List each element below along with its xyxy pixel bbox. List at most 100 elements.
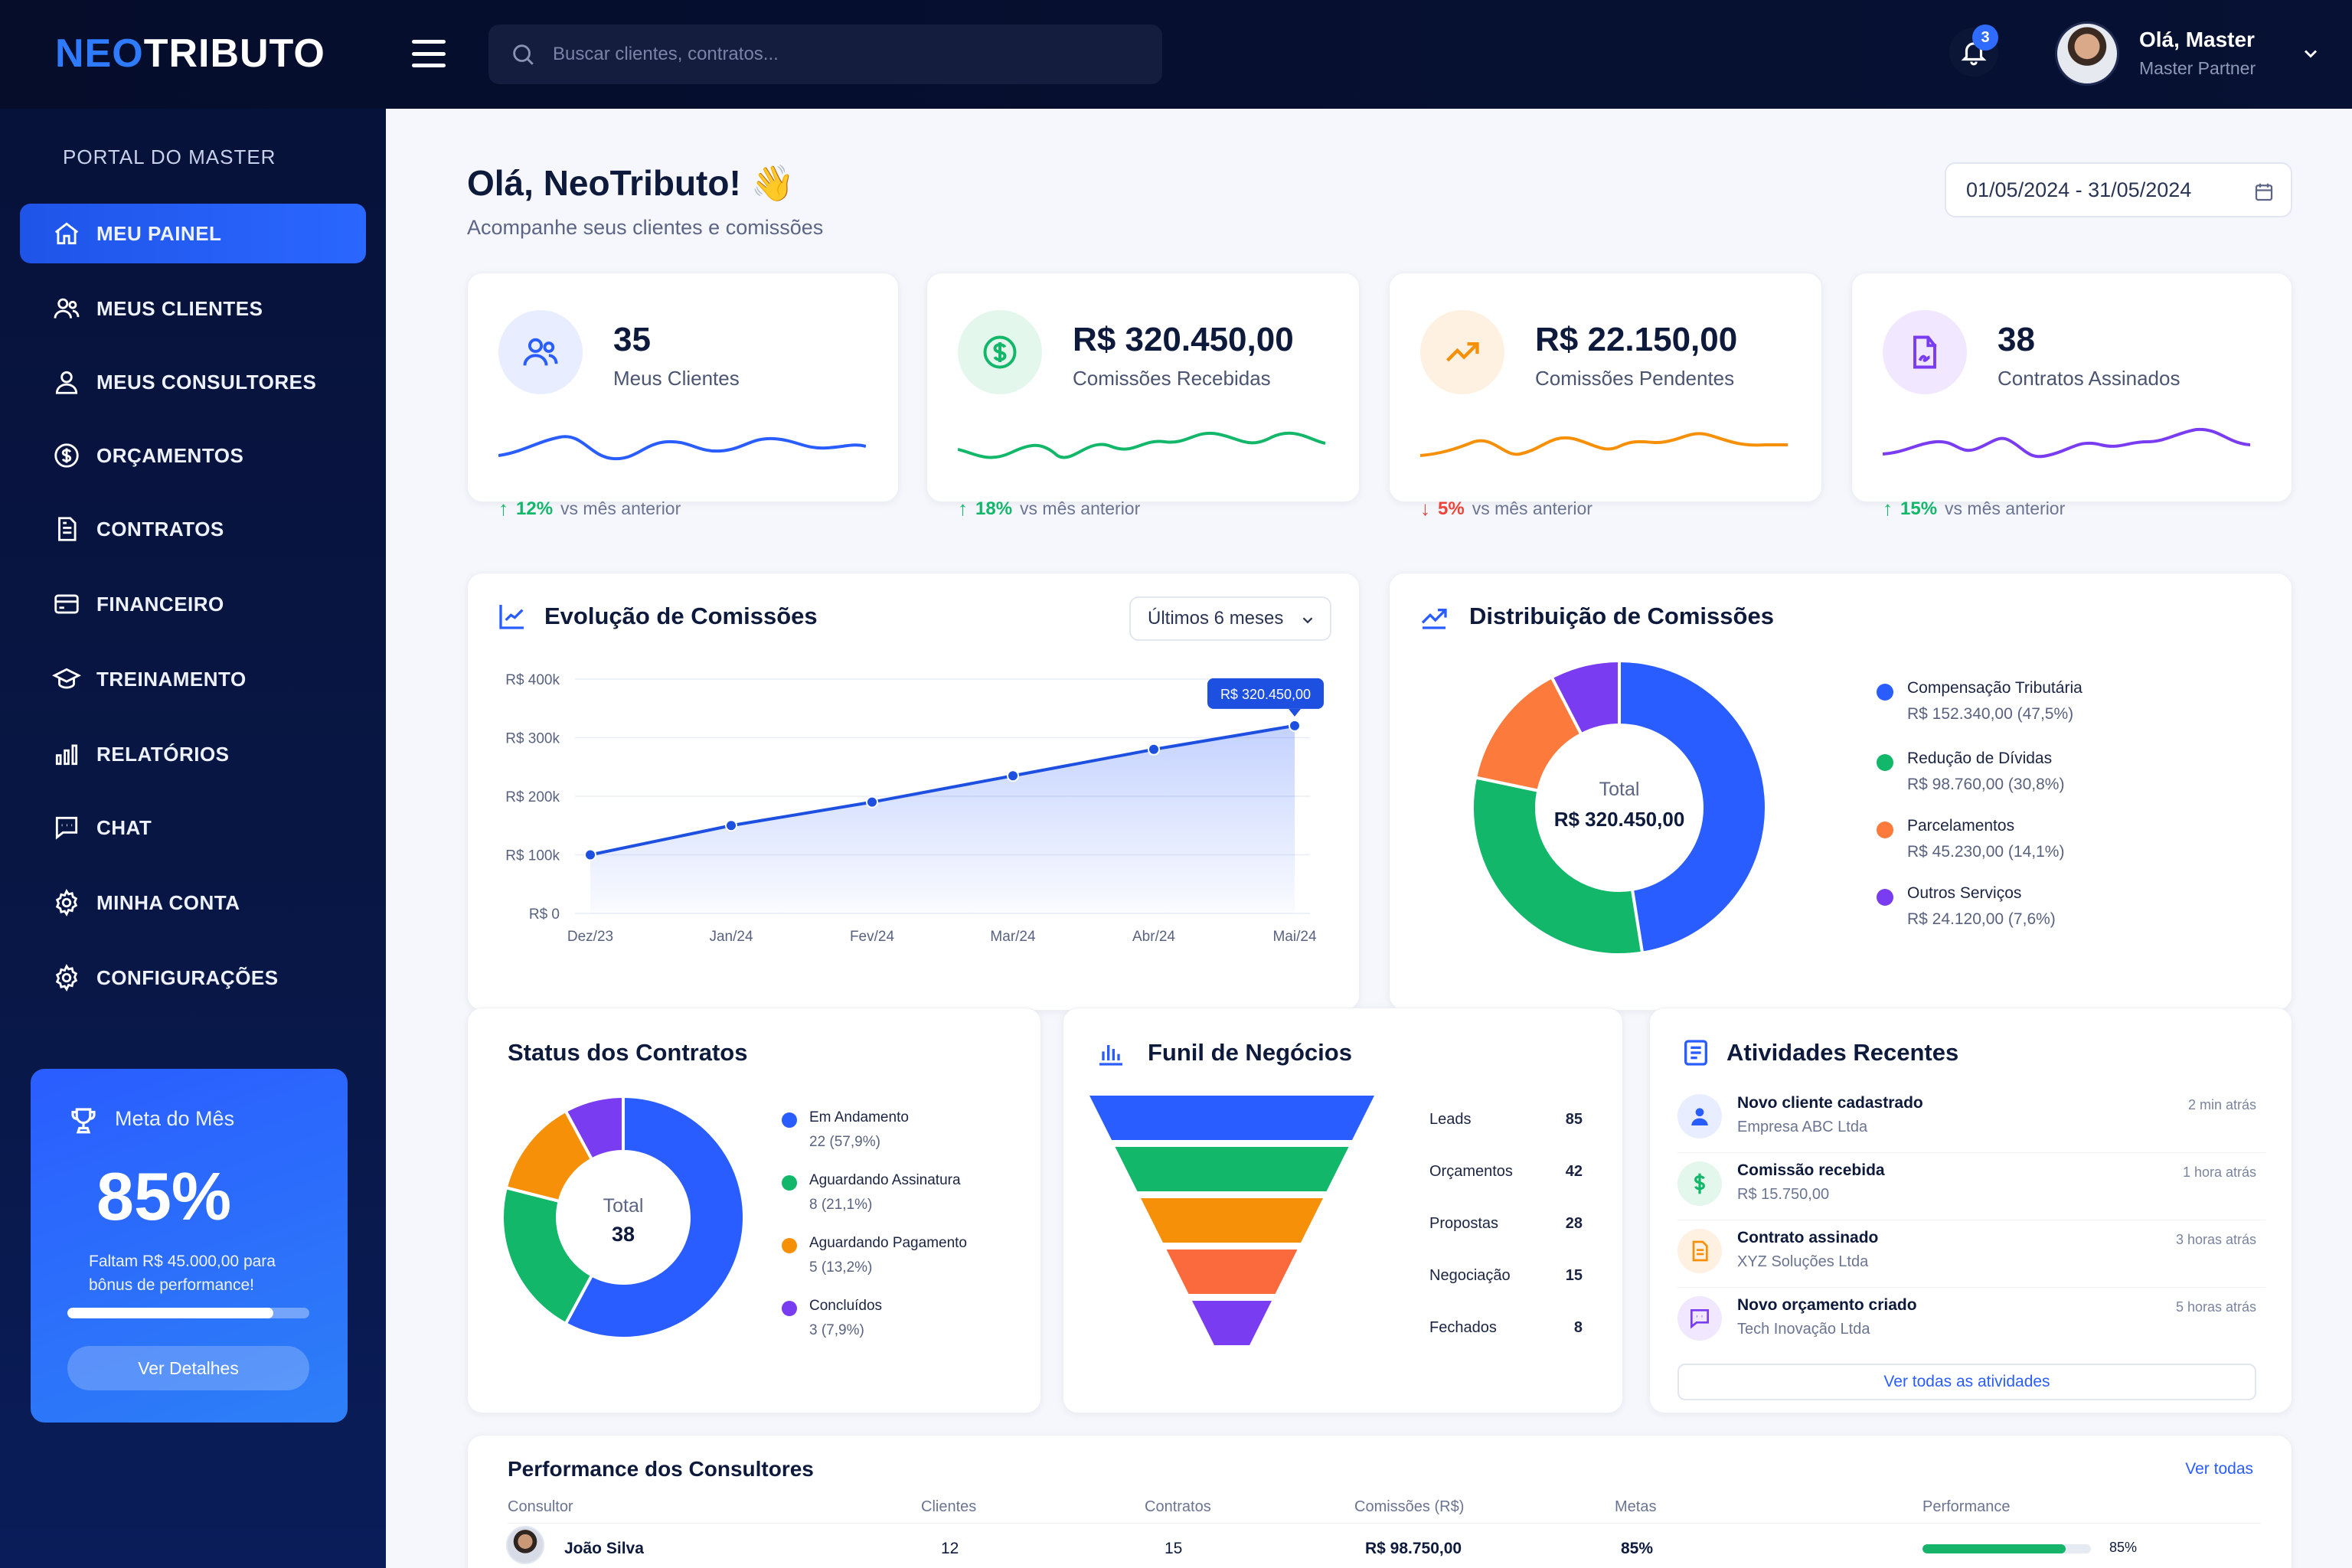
search-bar[interactable]: [488, 24, 1162, 84]
avatar: [506, 1526, 544, 1564]
sidebar-item-orcamentos[interactable]: ORÇAMENTOS: [20, 426, 366, 485]
user-icon: [1677, 1094, 1722, 1138]
legend-value: 3 (7,9%): [809, 1322, 864, 1338]
card-title: Evolução de Comissões: [544, 603, 818, 629]
legend-label: Compensação Tributária: [1907, 679, 2082, 697]
funnel-stage-value: 15: [1565, 1267, 1583, 1284]
sidebar-item-meus-clientes[interactable]: MEUS CLIENTES: [20, 279, 366, 338]
recent-activities-card: Atividades Recentes Novo cliente cadastr…: [1649, 1008, 2292, 1413]
user-name[interactable]: Olá, Master: [2139, 28, 2255, 51]
stat-card-contracts[interactable]: 38 Contratos Assinados ↑ 15% vs mês ante…: [1851, 273, 2292, 520]
x-tick-label: Mai/24: [1272, 929, 1316, 945]
sidebar: PORTAL DO MASTER MEU PAINEL MEUS CLIENTE…: [0, 109, 386, 1568]
x-tick-label: Mar/24: [990, 929, 1036, 945]
sparkline-chart: [498, 435, 866, 461]
card-title: Performance dos Consultores: [508, 1457, 814, 1481]
activity-subtitle: R$ 15.750,00: [1737, 1186, 1830, 1203]
sidebar-item-relatorios[interactable]: RELATÓRIOS: [20, 724, 366, 784]
consultant-name[interactable]: João Silva: [564, 1540, 644, 1557]
stat-change: ↑ 15% vs mês anterior: [1883, 497, 2066, 520]
brand-logo[interactable]: NEOTRIBUTO: [55, 31, 325, 76]
line-chart-icon: [499, 605, 524, 629]
sidebar-item-meu-painel[interactable]: MEU PAINEL: [20, 204, 366, 263]
funnel-stage-label: Fechados: [1429, 1319, 1497, 1336]
funnel-stage-label: Propostas: [1429, 1215, 1499, 1232]
list-icon: [1684, 1040, 1707, 1066]
user-role: Master Partner: [2139, 58, 2256, 78]
view-all-activities-button[interactable]: Ver todas as atividades: [1677, 1364, 2256, 1400]
signed-doc-icon: [1883, 310, 1967, 394]
card-title: Status dos Contratos: [508, 1039, 748, 1066]
consultant-commissions: R$ 98.750,00: [1365, 1540, 1462, 1557]
funnel-segment: [1115, 1147, 1349, 1191]
stat-value: R$ 320.450,00: [1073, 321, 1294, 358]
legend-dot: [782, 1238, 797, 1253]
period-select[interactable]: Últimos 6 meses: [1129, 596, 1331, 641]
goal-percent: 85%: [96, 1158, 232, 1234]
graduation-cap-icon: [52, 668, 81, 689]
sidebar-item-label: FINANCEIRO: [96, 592, 224, 616]
legend-value: R$ 24.120,00 (7,6%): [1907, 910, 2056, 928]
sidebar-item-label: CONFIGURAÇÕES: [96, 965, 279, 989]
trend-up-icon: [1421, 609, 1447, 629]
search-input[interactable]: [553, 44, 1135, 65]
goal-details-button[interactable]: Ver Detalhes: [67, 1346, 309, 1390]
sidebar-item-contratos[interactable]: CONTRATOS: [20, 499, 366, 559]
sidebar-item-label: ORÇAMENTOS: [96, 443, 244, 467]
sidebar-item-label: CONTRATOS: [96, 517, 224, 541]
user-avatar[interactable]: [2055, 21, 2119, 86]
sidebar-item-label: MEU PAINEL: [96, 221, 222, 245]
funnel-stage-value: 8: [1573, 1319, 1583, 1336]
donut-total-label: Total: [603, 1195, 644, 1217]
activity-subtitle: XYZ Soluções Ltda: [1737, 1253, 1869, 1270]
legend-dot: [1877, 822, 1893, 838]
users-icon: [54, 298, 80, 318]
sidebar-item-treinamento[interactable]: TREINAMENTO: [20, 649, 366, 709]
stat-card-received[interactable]: R$ 320.450,00 Comissões Recebidas ↑ 18% …: [926, 273, 1360, 520]
legend-dot: [1877, 754, 1893, 771]
y-tick-label: R$ 200k: [505, 789, 560, 805]
document-icon: [1677, 1229, 1722, 1273]
card-title: Atividades Recentes: [1726, 1039, 1959, 1066]
legend-dot: [1877, 889, 1893, 906]
sidebar-item-label: MINHA CONTA: [96, 890, 240, 914]
goal-description: Faltam R$ 45.000,00 para bônus de perfor…: [89, 1253, 276, 1294]
stat-label: Comissões Recebidas: [1073, 367, 1271, 390]
stat-value: 38: [1998, 321, 2035, 358]
sidebar-item-configuracoes[interactable]: CONFIGURAÇÕES: [20, 948, 366, 1008]
sidebar-item-financeiro[interactable]: FINANCEIRO: [20, 574, 366, 634]
goal-title: Meta do Mês: [115, 1107, 235, 1130]
donut-slice: [1618, 658, 1768, 955]
data-point: [584, 848, 596, 861]
page-title: Olá, NeoTributo! 👋: [467, 163, 795, 203]
goal-progress-fill: [67, 1308, 273, 1318]
home-icon: [54, 222, 79, 245]
funnel-stage-label: Leads: [1429, 1111, 1472, 1128]
legend-label: Concluídos: [809, 1298, 883, 1314]
contract-status-card: Status dos Contratos Total 38 Em Andamen…: [467, 1008, 1041, 1413]
sidebar-item-meus-consultores[interactable]: MEUS CONSULTORES: [20, 352, 366, 412]
data-point: [725, 819, 737, 832]
donut-slice: [1550, 658, 1621, 737]
menu-toggle-button[interactable]: [412, 40, 446, 67]
goal-progress-bar: [67, 1308, 309, 1318]
activity-title: Contrato assinado: [1737, 1229, 1879, 1246]
legend-label: Parcelamentos: [1907, 817, 2015, 835]
legend-label: Aguardando Pagamento: [809, 1235, 967, 1251]
sidebar-item-minha-conta[interactable]: MINHA CONTA: [20, 873, 366, 933]
performance-bar-fill: [1922, 1544, 2066, 1553]
commission-line-chart: R$ 0 R$ 100k R$ 200k R$ 300k R$ 400k Dez/23 Ja…: [505, 672, 1324, 945]
trend-up-icon: [1420, 310, 1504, 394]
funnel-stage-label: Orçamentos: [1429, 1163, 1513, 1180]
chevron-down-icon[interactable]: [2300, 43, 2321, 64]
divider: [1677, 1287, 2265, 1288]
stat-card-clients[interactable]: 35 Meus Clientes ↑ 12% vs mês anterior: [467, 273, 899, 520]
donut-total-value: 38: [611, 1223, 635, 1246]
funnel-stage-value: 42: [1565, 1163, 1583, 1180]
sidebar-item-label: CHAT: [96, 815, 152, 839]
legend-dot: [782, 1301, 797, 1316]
view-all-link[interactable]: Ver todas: [2185, 1460, 2253, 1478]
stat-card-pending[interactable]: R$ 22.150,00 Comissões Pendentes ↓ 5% vs…: [1389, 273, 1822, 520]
date-range-picker[interactable]: 01/05/2024 - 31/05/2024: [1945, 162, 2292, 217]
sidebar-item-chat[interactable]: CHAT: [20, 798, 366, 858]
